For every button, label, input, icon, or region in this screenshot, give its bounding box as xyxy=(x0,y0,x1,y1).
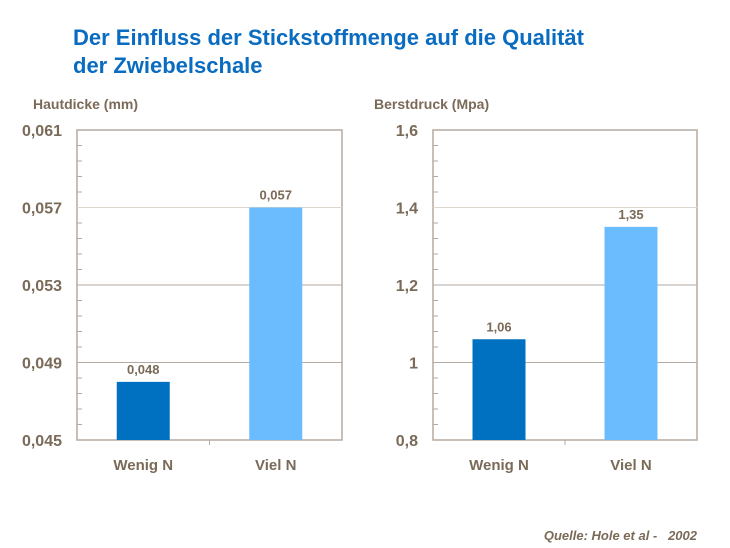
y-tick-label: 1,4 xyxy=(396,201,418,218)
y-tick-label: 0,045 xyxy=(22,433,62,450)
data-label: 1,35 xyxy=(618,207,643,222)
chart-2: Berstdruck (Mpa) 0,8 1 1,2 1,4 1,6 1,06 Wenig N… xyxy=(374,96,698,474)
y-tick-label: 1,6 xyxy=(396,123,418,140)
chart-1: Hautdicke (mm) 0,045 0,049 0,053 0,057 0,061 0… xyxy=(22,96,343,474)
bar-viel xyxy=(604,226,658,440)
data-label: 0,057 xyxy=(259,188,292,203)
chart-title: Hautdicke (mm) xyxy=(33,96,138,112)
y-tick-label: 0,053 xyxy=(22,278,62,295)
bar-wenig xyxy=(472,339,526,440)
data-label: 1,06 xyxy=(486,319,511,334)
y-tick-label: 1,2 xyxy=(396,278,418,295)
title-line-2: der Zwiebelschale xyxy=(73,53,263,78)
y-tick-label: 1 xyxy=(409,356,418,373)
title-line-1: Der Einfluss der Stickstoffmenge auf die… xyxy=(73,25,584,50)
y-tick-label: 0,049 xyxy=(22,356,62,373)
data-label: 0,048 xyxy=(127,362,160,377)
source-citation: Quelle: Hole et al - 2002 xyxy=(543,528,697,543)
slide-title: Der Einfluss der Stickstoffmenge auf die… xyxy=(73,24,693,80)
x-tick-label: Viel N xyxy=(255,457,296,474)
x-tick-label: Viel N xyxy=(610,457,651,474)
chart-title: Berstdruck (Mpa) xyxy=(374,96,489,112)
y-tick-label: 0,8 xyxy=(396,433,418,450)
bar-wenig xyxy=(116,381,170,440)
bar-viel xyxy=(249,207,303,440)
y-tick-label: 0,061 xyxy=(22,123,62,140)
x-tick-label: Wenig N xyxy=(113,457,173,474)
x-tick-label: Wenig N xyxy=(469,457,529,474)
y-tick-label: 0,057 xyxy=(22,201,62,218)
